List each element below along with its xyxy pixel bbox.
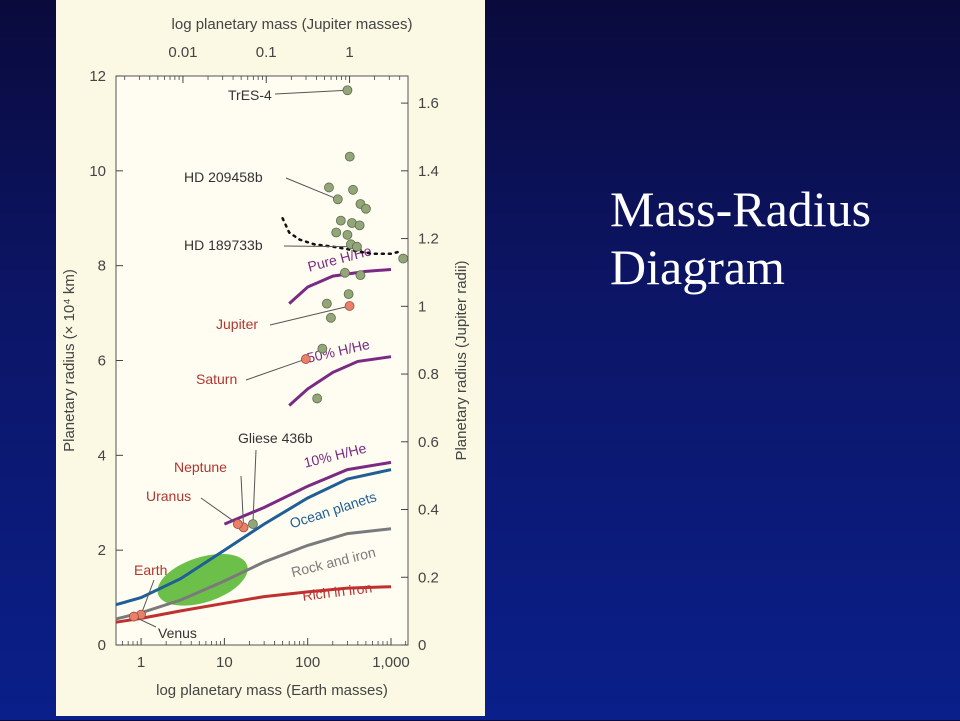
y-tick-label: 12	[89, 68, 106, 85]
annotation-leader	[285, 177, 339, 200]
y2-tick-label: 1.4	[418, 163, 439, 180]
solar-system-point	[300, 354, 311, 364]
exoplanet-point	[354, 220, 365, 231]
annotation-leader	[140, 579, 155, 615]
annotation-label: Jupiter	[216, 316, 258, 332]
exoplanet-point	[343, 289, 354, 300]
y2-tick-label: 0	[418, 637, 426, 654]
x-axis-label: log planetary mass (Earth masses)	[156, 682, 388, 699]
model-curve	[115, 527, 392, 621]
annotation-label: Uranus	[146, 488, 191, 504]
exoplanet-point	[344, 151, 355, 162]
y2-tick-label: 1	[418, 298, 426, 315]
slide-title: Mass-Radius Diagram	[610, 180, 940, 296]
y2-tick-label: 0.6	[418, 434, 439, 451]
annotation-label: Neptune	[174, 459, 227, 475]
y2-axis-label: Planetary radius (Jupiter radii)	[453, 260, 470, 460]
annotation-label: Saturn	[196, 371, 237, 387]
exoplanet-point	[324, 182, 334, 193]
exoplanet-point	[321, 298, 332, 309]
annotation-leader	[252, 449, 257, 525]
dotted-boundary	[281, 217, 402, 256]
exoplanet-point	[326, 312, 336, 323]
exoplanet-point	[348, 184, 358, 195]
chart-panel: 1 10 100 1,000 log planetary mass (Earth mas…	[56, 0, 485, 716]
annotation-label: TrES-4	[228, 87, 272, 103]
exoplanet-point	[361, 203, 371, 214]
exoplanet-point	[342, 85, 353, 96]
x-tick-label: 1	[137, 654, 145, 671]
rocky-region	[157, 553, 248, 606]
annotation-leader	[245, 358, 306, 381]
exoplanet-point	[398, 253, 409, 264]
slide-title-line-1: Mass-Radius	[610, 181, 872, 237]
y-tick-label: 8	[98, 258, 106, 275]
exoplanet-point	[352, 241, 362, 252]
annotation-leader	[269, 305, 350, 326]
y2-tick-label: 1.2	[418, 231, 439, 248]
x2-axis-label: log planetary mass (Jupiter masses)	[172, 16, 413, 33]
annotation-leader	[240, 475, 245, 528]
x-tick-label: 100	[295, 654, 320, 671]
exoplanet-point	[342, 229, 353, 240]
exoplanet-point	[335, 215, 346, 226]
model-curve	[288, 355, 392, 407]
model-curve	[288, 268, 392, 305]
y-tick-label: 2	[98, 542, 106, 559]
y-tick-label: 10	[89, 163, 106, 180]
y-axis-label: Planetary radius (× 10⁴ km)	[61, 269, 78, 452]
annotation-leader	[283, 245, 357, 248]
exoplanet-point	[355, 270, 366, 281]
solar-system-point	[128, 611, 139, 622]
exoplanet-point	[248, 519, 258, 529]
model-curve	[115, 468, 392, 607]
solar-system-point	[344, 301, 355, 311]
y-tick-label: 0	[98, 637, 106, 654]
y2-tick-label: 1.6	[418, 95, 439, 112]
annotation-label: HD 209458b	[184, 169, 263, 185]
x-tick-label: 10	[216, 654, 233, 671]
y2-tick-label: 0.4	[418, 502, 439, 519]
y2-tick-label: 0.8	[418, 366, 439, 383]
annotation-label: Venus	[158, 625, 197, 641]
x2-tick-label: 1	[345, 44, 353, 61]
exoplanet-point	[340, 267, 350, 278]
slide-title-line-2: Diagram	[610, 239, 785, 295]
annotation-leader	[200, 497, 239, 525]
annotation-label: Gliese 436b	[238, 430, 313, 446]
y-tick-label: 6	[98, 353, 106, 370]
x2-tick-label: 0.1	[256, 44, 277, 61]
exoplanet-point	[312, 393, 323, 404]
y2-tick-label: 0.2	[418, 569, 439, 586]
model-curve	[223, 460, 392, 526]
annotation-leader	[274, 89, 348, 95]
exoplanet-point	[331, 227, 342, 238]
exoplanet-point	[332, 194, 343, 205]
model-curve	[115, 585, 392, 624]
x-tick-label: 1,000	[372, 654, 410, 671]
annotation-label: HD 189733b	[184, 237, 263, 253]
solar-system-point	[232, 519, 243, 529]
annotation-label: Earth	[134, 562, 167, 578]
exoplanet-point	[317, 343, 328, 354]
y-tick-label: 4	[98, 447, 106, 464]
x2-tick-label: 0.01	[168, 44, 197, 61]
